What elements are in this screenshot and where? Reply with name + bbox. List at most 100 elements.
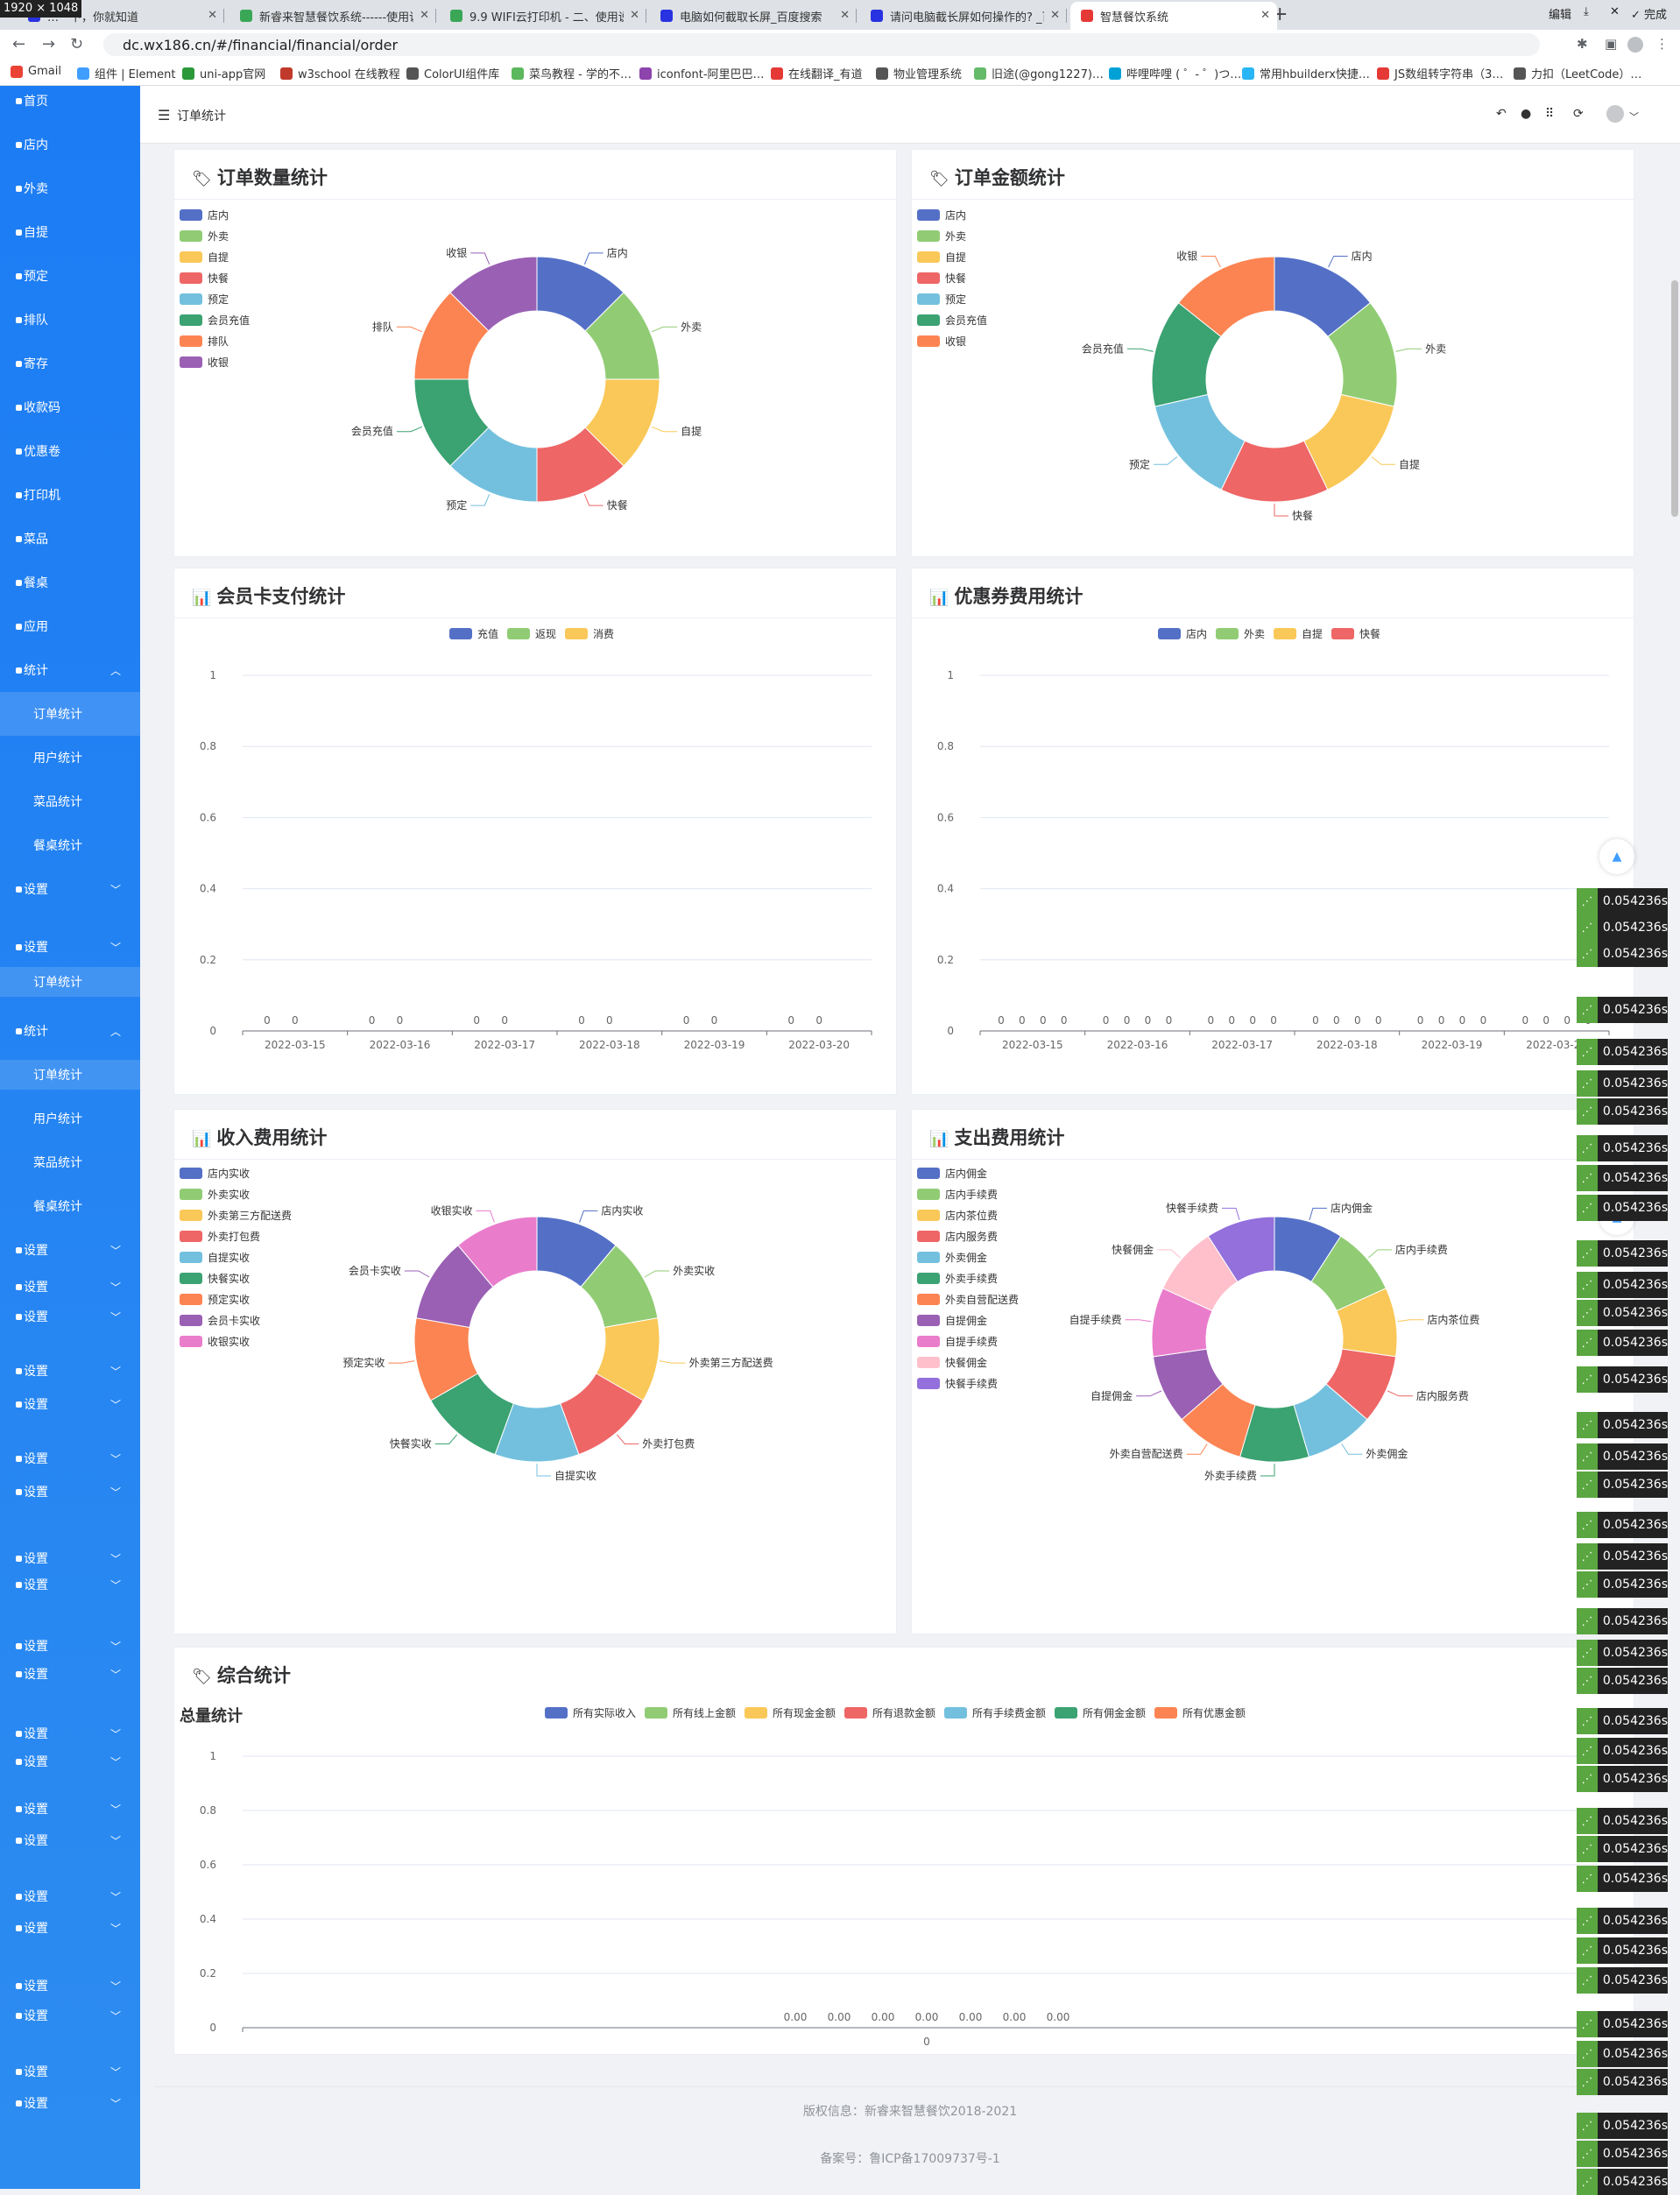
bookmark-item[interactable]: 力扣（LeetCode）… <box>1514 65 1641 81</box>
legend-item[interactable]: 会员充值 <box>917 314 987 327</box>
legend-item[interactable]: 预定实收 <box>180 1293 250 1306</box>
sidebar-subitem[interactable]: 用户统计 <box>0 1104 140 1133</box>
download-icon[interactable]: ⤓ <box>1584 5 1589 18</box>
legend-item[interactable]: 外卖佣金 <box>917 1251 987 1264</box>
bookmark-item[interactable]: 常用hbuilderx快捷… <box>1242 65 1370 81</box>
sidebar-item[interactable]: 设置 ﹀ <box>0 1825 140 1855</box>
bookmark-item[interactable]: w3school 在线教程 <box>280 65 400 81</box>
sidebar-item[interactable]: 设置 ﹀ <box>0 1570 140 1599</box>
tab-close-icon[interactable]: ✕ <box>208 9 217 22</box>
legend-item[interactable]: 店内手续费 <box>917 1189 998 1201</box>
sidebar-item[interactable]: 设置 ﹀ <box>0 1356 140 1386</box>
bookmark-item[interactable]: iconfont-阿里巴巴… <box>639 65 765 81</box>
tab-close-icon[interactable]: ✕ <box>840 9 850 22</box>
close-icon[interactable]: ✕ <box>1610 5 1620 18</box>
sidebar-subitem[interactable]: 订单统计 <box>0 967 140 997</box>
page-scrollbar[interactable] <box>1671 280 1678 517</box>
legend-item[interactable]: 店内茶位费 <box>917 1209 998 1222</box>
legend-item[interactable]: 店内 <box>180 209 229 222</box>
bookmark-item[interactable]: 物业管理系统 <box>876 65 962 81</box>
sidebar-item[interactable]: 自提 <box>0 217 140 247</box>
legend-item[interactable]: 快餐 <box>1331 627 1380 640</box>
legend-item[interactable]: 店内服务费 <box>917 1230 998 1243</box>
legend-item[interactable]: 自提手续费 <box>917 1335 998 1348</box>
chevron-down-icon[interactable]: ﹀ <box>1629 111 1639 123</box>
sidebar-item[interactable]: 优惠卷 <box>0 436 140 466</box>
grid-icon[interactable]: ⠿ <box>1545 107 1555 121</box>
url-field[interactable]: dc.wx186.cn/#/financial/financial/order <box>103 33 1540 56</box>
sidebar-item[interactable]: 设置 ﹀ <box>0 1235 140 1265</box>
github-icon[interactable]: ● <box>1521 107 1532 121</box>
sidebar-subitem[interactable]: 菜品统计 <box>0 1147 140 1177</box>
sidebar-item[interactable]: 设置 ﹀ <box>0 1794 140 1824</box>
legend-item[interactable]: 消费 <box>565 628 614 640</box>
sidebar-item[interactable]: 设置 ﹀ <box>0 1659 140 1689</box>
sidebar-item[interactable]: 餐桌 <box>0 568 140 597</box>
sidebar-item[interactable]: 设置 ﹀ <box>0 1272 140 1302</box>
tab-close-icon[interactable]: ✕ <box>1260 9 1270 22</box>
sidebar-subitem[interactable]: 用户统计 <box>0 743 140 773</box>
legend-item[interactable]: 所有线上金额 <box>645 1706 736 1719</box>
legend-item[interactable]: 预定 <box>917 293 966 306</box>
sidebar-item[interactable]: 首页 <box>0 86 140 116</box>
browser-tab[interactable]: 新睿来智慧餐饮系统------使用说 ✕ <box>229 2 436 30</box>
browser-tab[interactable]: 智慧餐饮系统 ✕ <box>1070 2 1277 30</box>
forward-icon[interactable]: → <box>42 35 56 53</box>
undo-icon[interactable]: ↶ <box>1496 107 1507 121</box>
browser-tab[interactable]: 9.9 WIFI云打印机 - 二、使用说明 ✕ <box>440 2 646 30</box>
legend-item[interactable]: 会员充值 <box>180 314 250 327</box>
hamburger-icon[interactable]: ☰ <box>158 107 171 124</box>
sidebar-subitem[interactable]: 菜品统计 <box>0 787 140 816</box>
pie-slice[interactable] <box>1177 256 1275 338</box>
sidebar-item[interactable]: 统计 ︿ <box>0 655 140 685</box>
legend-item[interactable]: 返现 <box>507 628 556 640</box>
sidebar-subitem[interactable]: 订单统计 <box>0 692 140 736</box>
back-to-top-button[interactable]: ▲ <box>1599 839 1634 874</box>
tab-close-icon[interactable]: ✕ <box>420 9 429 22</box>
sidebar-item[interactable]: 设置 ﹀ <box>0 1631 140 1661</box>
sidebar-item[interactable]: 设置 ﹀ <box>0 1747 140 1776</box>
bookmark-item[interactable]: 组件 | Element <box>77 65 175 81</box>
legend-item[interactable]: 所有佣金金额 <box>1055 1706 1146 1719</box>
browser-tab[interactable]: 电脑如何截取长屏_百度搜索 ✕ <box>650 2 857 30</box>
sidebar-item[interactable]: 设置 ﹀ <box>0 2057 140 2086</box>
legend-item[interactable]: 充值 <box>449 627 498 640</box>
tab-close-icon[interactable]: ✕ <box>1050 9 1060 22</box>
bookmark-item[interactable]: uni-app官网 <box>182 65 265 81</box>
pie-slice[interactable] <box>1207 1216 1275 1283</box>
edit-button[interactable]: 编辑 <box>1549 9 1572 22</box>
sidebar-item[interactable]: 设置 ﹀ <box>0 1913 140 1943</box>
bookmark-item[interactable]: 旧途(@gong1227)… <box>974 65 1104 81</box>
extensions-icon[interactable]: ✱ <box>1577 36 1588 52</box>
legend-item[interactable]: 排队 <box>180 335 229 348</box>
sidebar-subitem[interactable]: 餐桌统计 <box>0 1191 140 1221</box>
avatar[interactable] <box>1606 105 1624 123</box>
legend-item[interactable]: 快餐 <box>917 272 966 285</box>
back-icon[interactable]: ← <box>12 35 26 53</box>
profile-avatar[interactable] <box>1627 37 1643 53</box>
bookmark-item[interactable]: JS数组转字符串（3… <box>1377 65 1503 81</box>
sidepanel-icon[interactable]: ▣ <box>1605 36 1618 52</box>
done-button[interactable]: ✓ 完成 <box>1631 9 1668 22</box>
legend-item[interactable]: 自提佣金 <box>917 1314 987 1327</box>
sidebar-item[interactable]: 设置 ﹀ <box>0 874 140 904</box>
sidebar-item[interactable]: 设置 ﹀ <box>0 1302 140 1331</box>
sidebar-item[interactable]: 设置 ﹀ <box>0 1443 140 1473</box>
reload-icon[interactable]: ↻ <box>70 35 84 53</box>
legend-item[interactable]: 店内佣金 <box>917 1167 987 1180</box>
sidebar-item[interactable]: 设置 ﹀ <box>0 1389 140 1419</box>
legend-item[interactable]: 外卖打包费 <box>180 1231 260 1243</box>
sidebar-item[interactable]: 菜品 <box>0 524 140 554</box>
legend-item[interactable]: 自提实收 <box>180 1251 250 1264</box>
sidebar-item[interactable]: 设置 ﹀ <box>0 1881 140 1911</box>
legend-item[interactable]: 外卖 <box>180 230 229 243</box>
tab-close-icon[interactable]: ✕ <box>630 9 639 22</box>
sidebar-item[interactable]: 预定 <box>0 261 140 291</box>
legend-item[interactable]: 所有退款金额 <box>844 1706 935 1719</box>
legend-item[interactable]: 所有手续费金额 <box>944 1706 1046 1719</box>
legend-item[interactable]: 自提 <box>1274 627 1323 640</box>
pie-slice[interactable] <box>457 1216 538 1288</box>
sidebar-item[interactable]: 设置 ﹀ <box>0 1543 140 1573</box>
sidebar-item[interactable]: 设置 ﹀ <box>0 2088 140 2118</box>
sidebar-subitem[interactable]: 餐桌统计 <box>0 830 140 860</box>
